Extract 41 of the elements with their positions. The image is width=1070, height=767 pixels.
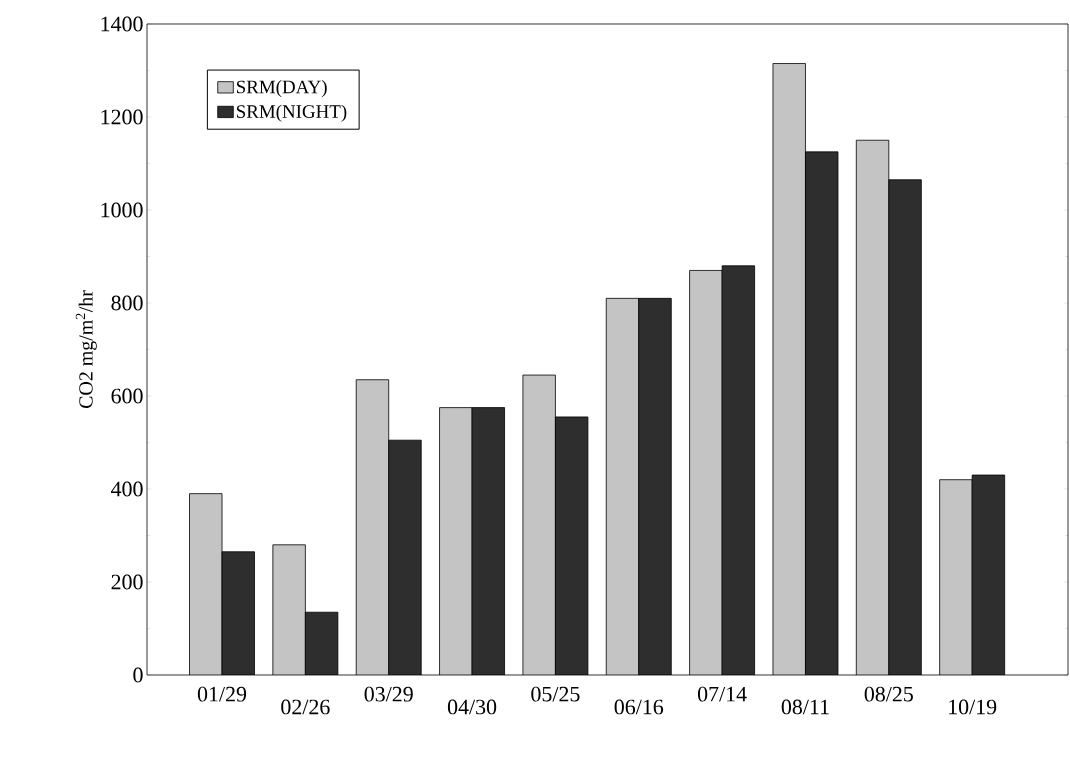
x-tick-label: 02/26 [281, 699, 330, 715]
bar [606, 298, 639, 675]
legend-label: SRM(DAY) [236, 80, 327, 98]
y-axis-title: CO2 mg/m$^{2}$/hr [75, 290, 97, 409]
x-tick-label: 04/30 [447, 699, 497, 715]
bar [472, 407, 505, 675]
x-tick-label: 01/29 [197, 686, 247, 702]
legend-label: SRM(NIGHT) [236, 104, 347, 122]
bar [305, 612, 338, 675]
x-tick-label: 03/29 [364, 686, 413, 702]
bar [356, 379, 389, 675]
x-tick-label: 07/14 [697, 686, 747, 702]
bar [856, 140, 889, 675]
y-tick-label: 200 [111, 574, 143, 590]
bar [189, 493, 223, 675]
bar [971, 474, 1006, 675]
bar [888, 179, 922, 675]
y-tick-label: 0 [133, 667, 143, 683]
bar [689, 270, 723, 675]
bar [772, 63, 806, 675]
bar [939, 479, 973, 675]
bar [805, 151, 838, 675]
bar [722, 265, 755, 675]
y-tick-label: 400 [111, 481, 143, 497]
y-tick-label: 800 [111, 295, 143, 311]
bar [522, 375, 556, 675]
bar [272, 544, 306, 675]
x-tick-label: 08/11 [781, 699, 829, 715]
x-tick-label: 10/19 [949, 699, 997, 715]
bar [222, 551, 255, 675]
x-tick-label: 05/25 [531, 686, 580, 702]
y-tick-label: 1200 [101, 109, 143, 125]
y-tick-label: 1000 [101, 202, 143, 218]
y-tick-label: 1400 [101, 16, 143, 32]
bar [388, 440, 422, 675]
bar [555, 416, 588, 675]
x-tick-label: 08/25 [864, 686, 913, 702]
y-tick-label: 600 [111, 388, 143, 404]
bar [439, 407, 473, 675]
bar [638, 298, 672, 675]
x-tick-label: 06/16 [614, 699, 664, 715]
